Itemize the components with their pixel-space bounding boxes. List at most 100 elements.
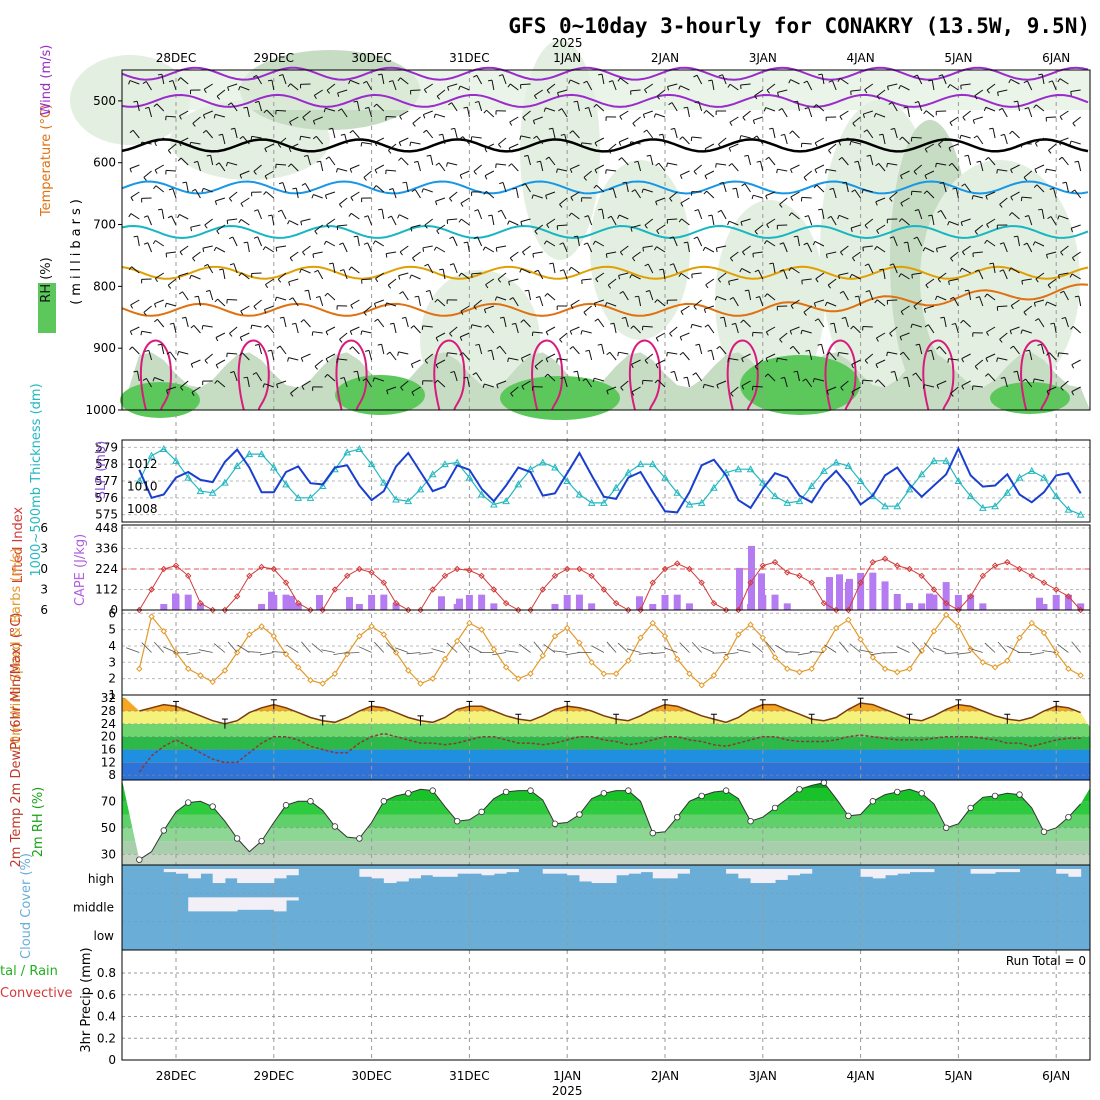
wind-barb-flag bbox=[793, 235, 798, 238]
cape-bar bbox=[294, 603, 302, 610]
wind-barb-flag bbox=[940, 316, 945, 319]
wind-barb bbox=[570, 326, 580, 332]
wind-barb bbox=[826, 251, 837, 255]
wind-barb bbox=[669, 326, 678, 334]
wind-barb bbox=[193, 325, 201, 334]
wind-barb-flag bbox=[254, 100, 259, 103]
date-tick-top: 30DEC bbox=[351, 51, 391, 65]
wind-barb bbox=[447, 162, 458, 166]
wind-barb-flag bbox=[986, 224, 990, 228]
wind-speed-point bbox=[918, 647, 925, 655]
wind-barb bbox=[630, 224, 641, 229]
wind-barb bbox=[606, 251, 617, 255]
wind-barb bbox=[1035, 137, 1045, 144]
wind-barb bbox=[887, 83, 898, 87]
wind-barb-flag bbox=[228, 236, 234, 240]
wind-barb-flag bbox=[924, 175, 928, 180]
wind-barb bbox=[154, 377, 164, 382]
cape-bar bbox=[954, 594, 962, 610]
lifted-index-point bbox=[539, 586, 546, 593]
wind-barb-flag bbox=[414, 295, 419, 298]
surface-wind-barb bbox=[839, 641, 849, 653]
surface-wind-barb bbox=[153, 641, 165, 653]
wind-barb-flag bbox=[436, 230, 440, 235]
slp-ytick: 1008 bbox=[127, 502, 158, 516]
rh-point bbox=[698, 792, 705, 800]
wind-barb-flag bbox=[999, 269, 1004, 272]
wind-barb-flag bbox=[936, 346, 940, 350]
wind-barb-flag bbox=[751, 195, 754, 200]
wind-barb-flag bbox=[936, 384, 940, 389]
lifted-index-point bbox=[991, 562, 999, 569]
lifted-index-point bbox=[686, 565, 693, 573]
wind-barb bbox=[864, 83, 874, 91]
wind-speed-point bbox=[356, 632, 363, 640]
wind-barb-flag bbox=[863, 129, 868, 133]
wind-barb bbox=[289, 143, 299, 149]
wind-barb-flag bbox=[852, 257, 856, 262]
wind-barb-flag bbox=[1070, 228, 1073, 233]
wind-barb bbox=[657, 379, 666, 388]
wind-barb bbox=[411, 386, 421, 393]
wind-barb bbox=[197, 161, 201, 172]
date-tick-bottom: 29DEC bbox=[254, 1069, 294, 1083]
wind-barb-flag bbox=[617, 352, 619, 357]
precip-axis-label: 3hr Precip (mm) bbox=[79, 947, 94, 1052]
thickness-point bbox=[881, 502, 889, 510]
precip-ytick: 0.6 bbox=[97, 988, 116, 1002]
wind-barb bbox=[658, 162, 666, 172]
wind-barb bbox=[570, 191, 580, 198]
wind-barb-flag bbox=[191, 188, 196, 192]
isotherm-5 bbox=[121, 180, 1089, 195]
wind-barb-flag bbox=[927, 349, 932, 352]
wind-barb bbox=[766, 240, 776, 247]
cape-bar bbox=[747, 604, 755, 610]
wind-barb-flag bbox=[1060, 387, 1064, 391]
wind-barb-flag bbox=[458, 218, 462, 223]
thickness-point bbox=[294, 493, 303, 501]
wind-barb bbox=[943, 182, 947, 193]
wind-barb-flag bbox=[435, 364, 439, 369]
wind-barb-flag bbox=[997, 91, 999, 97]
wind-barb-flag bbox=[166, 351, 171, 355]
upper-ytick: 600 bbox=[93, 156, 116, 170]
date-tick-bottom: 4JAN bbox=[847, 1069, 875, 1083]
wind-barb bbox=[1004, 377, 1008, 388]
wind-barb bbox=[723, 317, 727, 328]
wind-barb-flag bbox=[669, 333, 673, 337]
wind-barb-flag bbox=[740, 221, 743, 226]
wind-barb-flag bbox=[378, 208, 383, 211]
wind-barb bbox=[540, 161, 544, 172]
wind-barb bbox=[1049, 352, 1057, 361]
wind-barb-flag bbox=[544, 373, 549, 378]
wind-barb-flag bbox=[278, 74, 283, 77]
lifted-index-point bbox=[1065, 593, 1072, 600]
wind-ytick: 3 bbox=[108, 655, 116, 669]
wind-barb-flag bbox=[487, 349, 492, 352]
wind-barb bbox=[430, 155, 434, 166]
wind-barb bbox=[314, 359, 324, 367]
wind-barb bbox=[691, 323, 702, 328]
wind-barb bbox=[655, 113, 666, 118]
wind-barb-flag bbox=[520, 357, 524, 363]
surface-wind-barb bbox=[553, 650, 568, 653]
cape-bar bbox=[967, 594, 975, 610]
lifted-index-point bbox=[588, 572, 595, 580]
wind-barb bbox=[400, 77, 409, 85]
wind-barb-flag bbox=[349, 130, 354, 134]
wind-barb bbox=[618, 214, 629, 220]
wind-speed-point bbox=[686, 670, 693, 677]
wind-barb bbox=[576, 101, 580, 112]
wind-barb-flag bbox=[201, 325, 204, 330]
wind-barb-flag bbox=[582, 378, 587, 382]
wind-barb bbox=[194, 189, 201, 199]
wind-barb bbox=[257, 236, 263, 247]
wind-barb bbox=[962, 110, 971, 118]
wind-barb-flag bbox=[727, 220, 730, 226]
wind-barb-flag bbox=[765, 358, 769, 363]
wind-barb-flag bbox=[520, 221, 523, 226]
cloud-clear-high bbox=[885, 869, 898, 876]
wind-barb-flag bbox=[1034, 169, 1038, 174]
wind-barb-flag bbox=[470, 324, 473, 329]
temp-band bbox=[122, 736, 1090, 750]
